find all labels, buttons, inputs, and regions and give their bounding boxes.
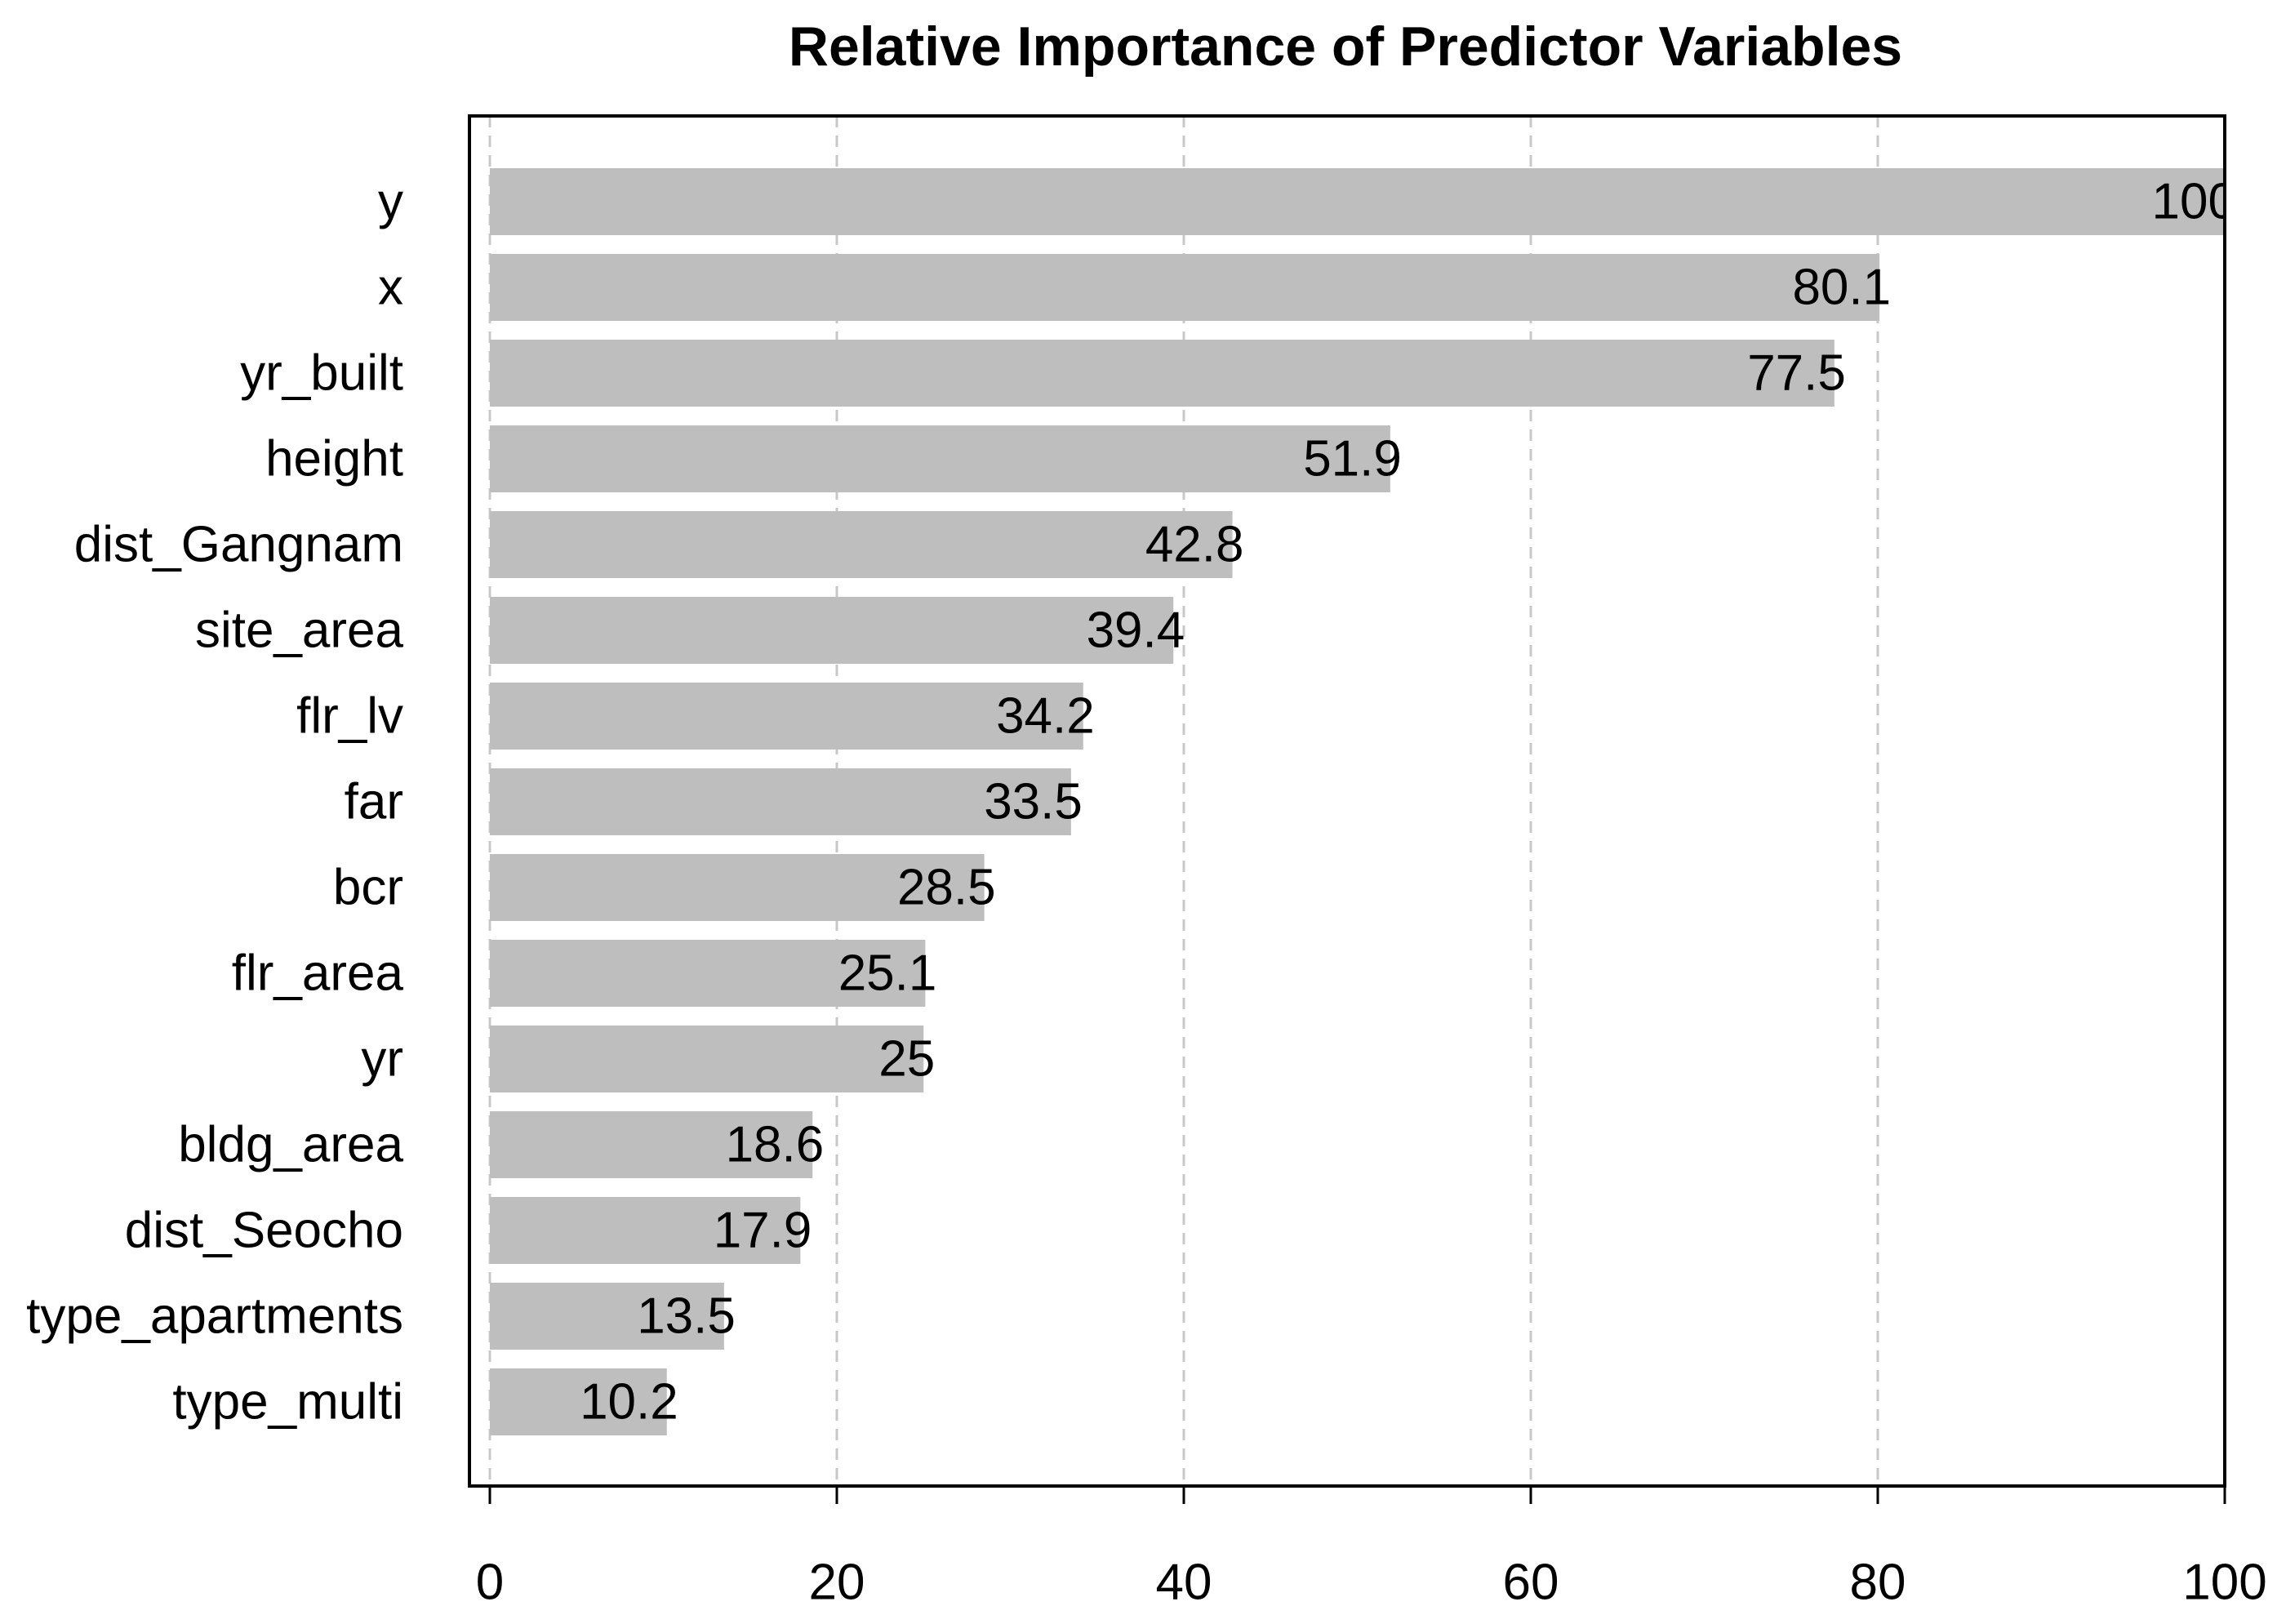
value-label: 17.9 (714, 1202, 812, 1258)
value-label: 25 (878, 1030, 935, 1087)
bar (490, 597, 1174, 664)
bar (490, 168, 2225, 235)
bar (490, 1026, 924, 1092)
value-label: 80.1 (1792, 259, 1891, 315)
bar (490, 1283, 724, 1350)
x-tick-label: 0 (476, 1554, 504, 1610)
y-tick-label: site_area (195, 602, 404, 658)
y-tick-label: type_apartments (26, 1288, 403, 1344)
value-label: 33.5 (984, 773, 1083, 830)
y-tick-label: bldg_area (178, 1116, 403, 1172)
bar (490, 940, 926, 1007)
value-label: 100 (2152, 173, 2236, 229)
y-tick-label: bcr (333, 859, 403, 915)
y-tick-label: dist_Gangnam (74, 516, 403, 572)
bar (490, 1368, 667, 1435)
y-tick-label: yr (361, 1030, 403, 1087)
bar (490, 340, 1834, 407)
value-label: 13.5 (637, 1288, 736, 1344)
bar (490, 1197, 801, 1264)
y-tick-label: height (265, 430, 403, 487)
y-tick-label: x (378, 259, 403, 315)
x-tick-label: 60 (1503, 1554, 1559, 1610)
y-tick-label: far (345, 773, 403, 830)
value-label: 25.1 (838, 945, 937, 1001)
y-tick-label: flr_area (232, 945, 404, 1001)
value-label: 10.2 (580, 1373, 678, 1430)
bar (490, 768, 1071, 835)
x-tick-label: 40 (1156, 1554, 1212, 1610)
bar (490, 425, 1390, 492)
chart-title: Relative Importance of Predictor Variabl… (789, 16, 1902, 78)
x-tick-label: 100 (2182, 1554, 2266, 1610)
bar (490, 683, 1083, 750)
y-tick-label: y (378, 173, 403, 229)
y-tick-label: yr_built (240, 345, 403, 401)
value-label: 42.8 (1145, 516, 1244, 572)
y-tick-label: dist_Seocho (125, 1202, 403, 1258)
bar (490, 1111, 813, 1178)
value-label: 77.5 (1747, 345, 1846, 401)
value-label: 18.6 (726, 1116, 825, 1172)
value-label: 34.2 (996, 687, 1095, 744)
y-tick-label: flr_lv (296, 687, 403, 744)
value-label: 39.4 (1087, 602, 1185, 658)
y-tick-label: type_multi (172, 1373, 403, 1430)
bar (490, 854, 985, 921)
bar (490, 254, 1880, 321)
value-label: 51.9 (1303, 430, 1402, 487)
bar (490, 511, 1233, 578)
x-tick-label: 20 (809, 1554, 865, 1610)
x-tick-label: 80 (1850, 1554, 1906, 1610)
value-label: 28.5 (897, 859, 996, 915)
